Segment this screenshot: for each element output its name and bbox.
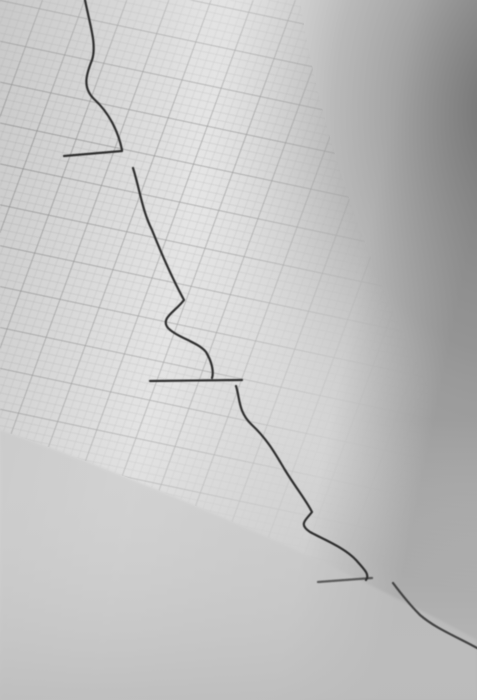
ecg-trace	[62, 0, 477, 650]
